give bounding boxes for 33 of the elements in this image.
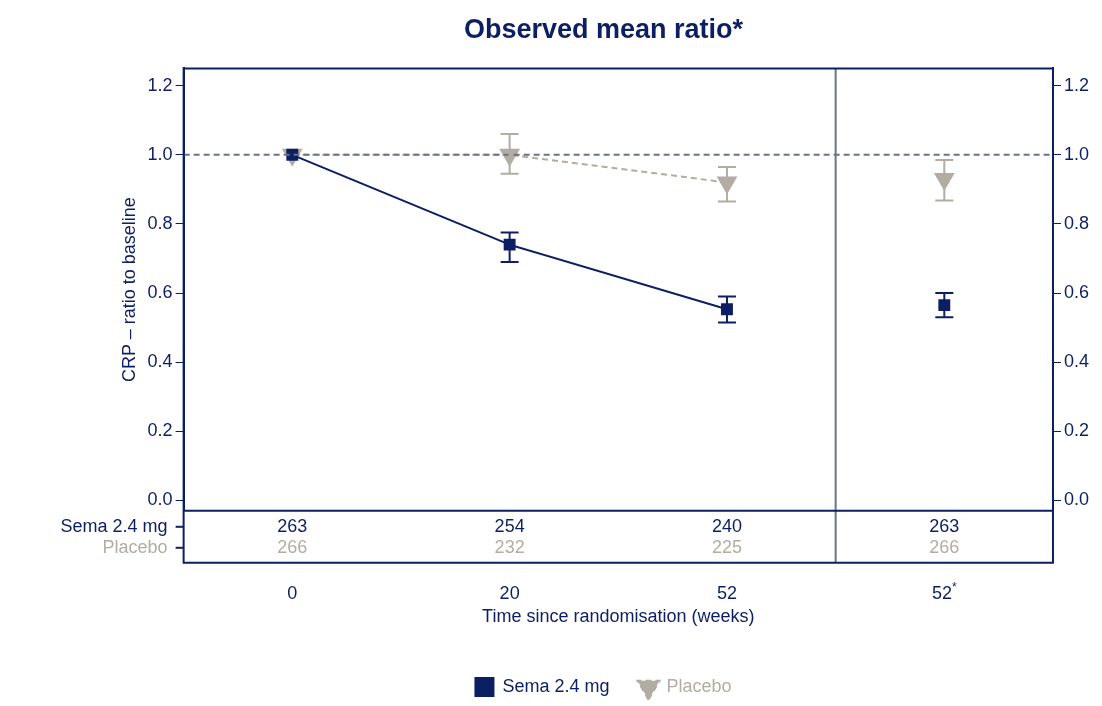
y-tick-label: 0.4: [147, 351, 173, 372]
x-tick-label: 20: [499, 582, 520, 603]
text: 266: [277, 536, 308, 557]
y2-tick-label: 0.2: [1063, 420, 1090, 441]
text: 263: [929, 515, 960, 536]
text: Sema 2.4 mg: [60, 515, 168, 536]
y-tick-label: 0.8: [147, 212, 173, 233]
x-tick-label: 52*: [931, 579, 957, 603]
text: Placebo: [102, 536, 168, 557]
legend-label: Sema 2.4 mg: [502, 675, 610, 696]
x-tick-label: 0: [287, 582, 298, 603]
y-tick-label: 0.6: [147, 282, 173, 303]
y2-tick-label: 0.6: [1063, 282, 1090, 303]
y2-tick-label: 0.0: [1063, 489, 1090, 510]
y-tick-label: 0.0: [147, 489, 173, 510]
y2-tick-label: 1.2: [1063, 74, 1090, 95]
y-tick-label: 0.2: [147, 420, 173, 441]
y-tick-label: 1.0: [147, 143, 173, 164]
text: 266: [929, 536, 960, 557]
x-tick-label: 52: [716, 582, 737, 603]
x-axis-title: Time since randomisation (weeks): [482, 606, 755, 627]
y2-tick-label: 1.0: [1063, 143, 1090, 164]
chart-title: Observed mean ratio*: [463, 13, 744, 44]
text: 232: [494, 536, 525, 557]
text: 254: [494, 515, 525, 536]
legend-label: Placebo: [666, 675, 732, 696]
text: 225: [711, 536, 742, 557]
text: 240: [711, 515, 742, 536]
text: 263: [277, 515, 308, 536]
y2-tick-label: 0.4: [1063, 351, 1090, 372]
y-tick-label: 1.2: [147, 74, 173, 95]
y2-tick-label: 0.8: [1063, 212, 1090, 233]
y-axis-title: CRP – ratio to baseline: [118, 197, 139, 382]
